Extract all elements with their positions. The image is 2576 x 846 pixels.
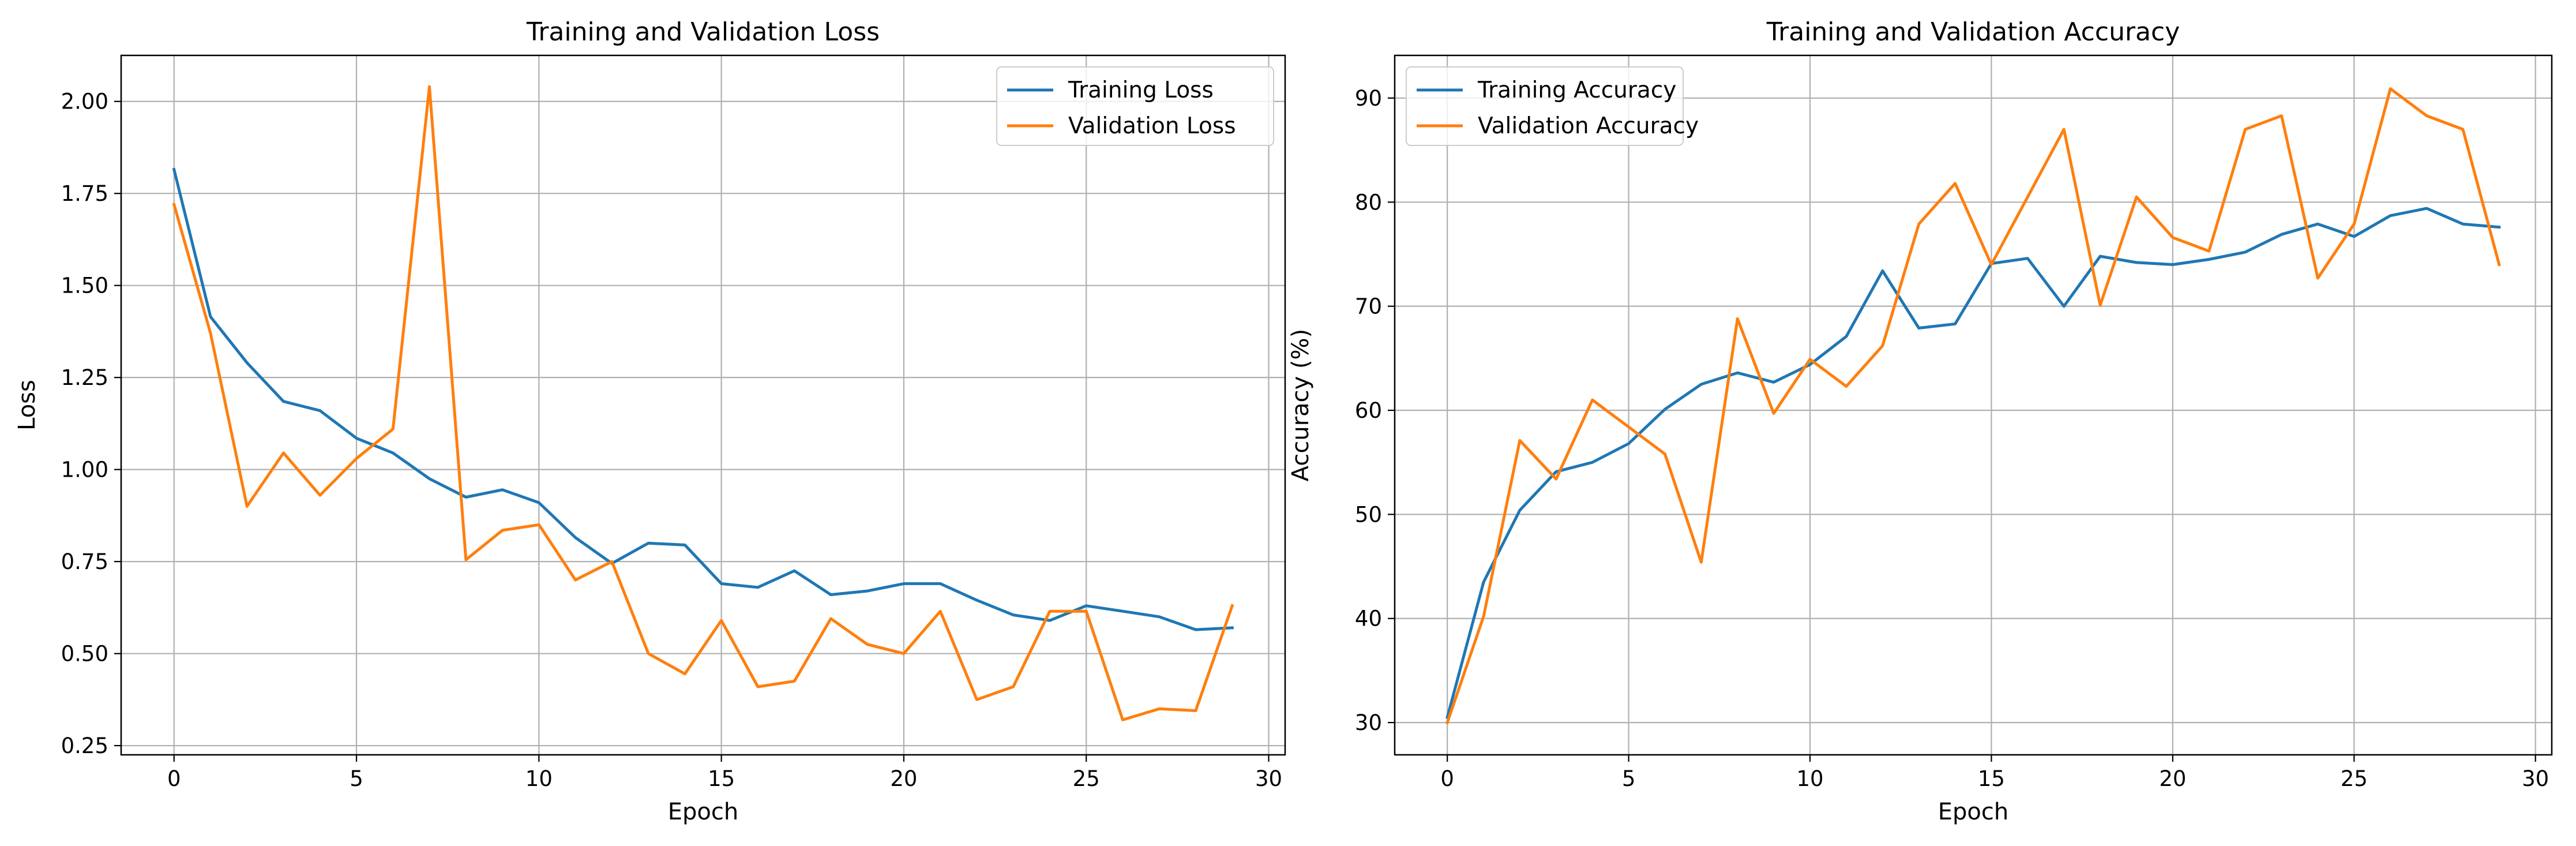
chart-1: 0 5 10 15 20 25 30 0.25 0.50 0.75 1.00 1.25 1.50 1.75… bbox=[14, 17, 1286, 825]
x-axis: 0 5 10 15 20 25 30 bbox=[1440, 755, 2549, 791]
chart-title: Training and Validation Accuracy bbox=[1766, 17, 2180, 47]
y-tick-label: 1.25 bbox=[61, 365, 108, 390]
legend: Training Loss Validation Loss bbox=[996, 66, 1274, 146]
series-group bbox=[1445, 87, 2501, 725]
y-axis: 30 40 50 60 70 80 90 bbox=[1355, 86, 1395, 735]
legend-box bbox=[996, 66, 1274, 146]
series-line-1 bbox=[1445, 207, 2501, 720]
y-tick-label: 0.25 bbox=[61, 733, 108, 758]
x-tick-label: 25 bbox=[1073, 766, 1100, 791]
axes-frame bbox=[120, 54, 1286, 756]
series-group bbox=[172, 85, 1234, 721]
x-tick-label: 15 bbox=[1978, 766, 2005, 791]
legend-box bbox=[1406, 66, 1684, 146]
y-tick-label: 1.00 bbox=[61, 458, 108, 482]
x-tick-label: 20 bbox=[890, 766, 917, 791]
y-tick-label: 60 bbox=[1355, 398, 1382, 423]
y-tick-label: 70 bbox=[1355, 294, 1382, 319]
legend: Training Accuracy Validation Accuracy bbox=[1406, 66, 1699, 146]
y-axis-label: Loss bbox=[14, 380, 40, 431]
legend-label-2: Validation Loss bbox=[1068, 113, 1236, 139]
y-tick-label: 2.00 bbox=[61, 89, 108, 114]
x-tick-label: 0 bbox=[167, 766, 181, 791]
series-line-1 bbox=[172, 167, 1234, 631]
legend-label-1: Training Loss bbox=[1068, 77, 1214, 103]
x-axis: 0 5 10 15 20 25 30 bbox=[167, 755, 1282, 791]
y-axis: 0.25 0.50 0.75 1.00 1.25 1.50 1.75 2.00 bbox=[61, 89, 121, 758]
y-tick-label: 50 bbox=[1355, 502, 1382, 527]
legend-label-2: Validation Accuracy bbox=[1478, 113, 1699, 139]
legend-label-1: Training Accuracy bbox=[1477, 77, 1676, 103]
y-tick-label: 0.75 bbox=[61, 549, 108, 574]
x-tick-label: 15 bbox=[708, 766, 735, 791]
x-axis-label: Epoch bbox=[668, 799, 738, 825]
series-line-2 bbox=[172, 85, 1234, 721]
gridlines bbox=[121, 55, 1285, 755]
x-tick-label: 30 bbox=[2522, 766, 2549, 791]
gridlines bbox=[1395, 55, 2552, 755]
x-tick-label: 30 bbox=[1255, 766, 1282, 791]
y-tick-label: 40 bbox=[1355, 607, 1382, 631]
chart-2: 0 5 10 15 20 25 30 30 40 50 60 70 80 90 Training and V… bbox=[1287, 17, 2553, 825]
chart-title: Training and Validation Loss bbox=[526, 17, 880, 47]
x-tick-label: 10 bbox=[525, 766, 553, 791]
y-tick-label: 90 bbox=[1355, 86, 1382, 111]
y-tick-label: 0.50 bbox=[61, 642, 108, 667]
x-tick-label: 5 bbox=[350, 766, 363, 791]
series-line-2 bbox=[1445, 87, 2501, 725]
y-tick-label: 1.75 bbox=[61, 181, 108, 206]
x-tick-label: 20 bbox=[2159, 766, 2186, 791]
x-axis-label: Epoch bbox=[1938, 799, 2008, 825]
y-tick-label: 1.50 bbox=[61, 274, 108, 298]
axes-frame bbox=[1394, 54, 2553, 756]
y-axis-label: Accuracy (%) bbox=[1287, 329, 1314, 482]
x-tick-label: 5 bbox=[1622, 766, 1636, 791]
y-tick-label: 80 bbox=[1355, 190, 1382, 215]
x-tick-label: 10 bbox=[1796, 766, 1823, 791]
x-tick-label: 25 bbox=[2341, 766, 2368, 791]
y-tick-label: 30 bbox=[1355, 710, 1382, 735]
x-tick-label: 0 bbox=[1440, 766, 1454, 791]
